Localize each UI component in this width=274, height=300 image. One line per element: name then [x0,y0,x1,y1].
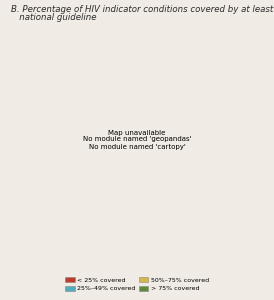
Text: B. Percentage of HIV indicator conditions covered by at least one: B. Percentage of HIV indicator condition… [11,4,274,14]
Text: national guideline: national guideline [11,14,96,22]
Legend: < 25% covered, 25%–49% covered, 50%–75% covered, > 75% covered: < 25% covered, 25%–49% covered, 50%–75% … [63,274,211,294]
Text: Map unavailable
No module named 'geopandas'
No module named 'cartopy': Map unavailable No module named 'geopand… [83,130,191,149]
